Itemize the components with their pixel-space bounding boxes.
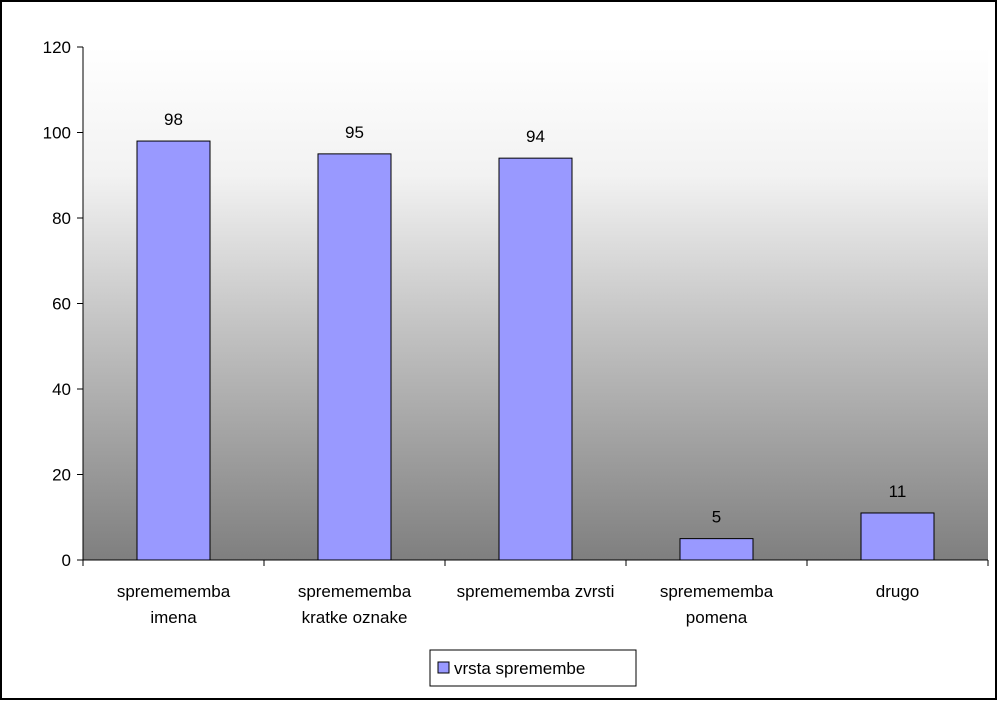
- x-category-label: spremememba: [298, 582, 412, 601]
- x-category-label: pomena: [686, 608, 748, 627]
- x-category-label: kratke oznake: [302, 608, 408, 627]
- x-category-label: spremememba: [117, 582, 231, 601]
- bar-3: [679, 538, 754, 561]
- data-label-0: 98: [164, 110, 183, 129]
- data-label-4: 11: [889, 482, 907, 501]
- legend-label: vrsta spremembe: [454, 659, 585, 678]
- y-tick-label: 60: [52, 295, 71, 314]
- x-category-label: spremememba: [660, 582, 774, 601]
- x-category-label: drugo: [876, 582, 919, 601]
- x-category-label: imena: [150, 608, 197, 627]
- y-tick-label: 80: [52, 209, 71, 228]
- bar-0: [136, 140, 211, 561]
- legend-box: [429, 649, 637, 687]
- x-category-label: spremememba zvrsti: [457, 582, 615, 601]
- y-tick-label: 100: [43, 124, 71, 143]
- y-tick-label: 20: [52, 466, 71, 485]
- y-tick-label: 40: [52, 380, 71, 399]
- bar-2: [498, 157, 573, 561]
- data-label-1: 95: [345, 123, 364, 142]
- bar-1: [317, 153, 392, 561]
- y-tick-label: 0: [62, 551, 71, 570]
- bar-4: [860, 512, 935, 561]
- data-label-2: 94: [526, 127, 545, 146]
- y-tick-label: 120: [43, 38, 71, 57]
- data-label-3: 5: [712, 508, 721, 527]
- legend-swatch: [437, 661, 450, 674]
